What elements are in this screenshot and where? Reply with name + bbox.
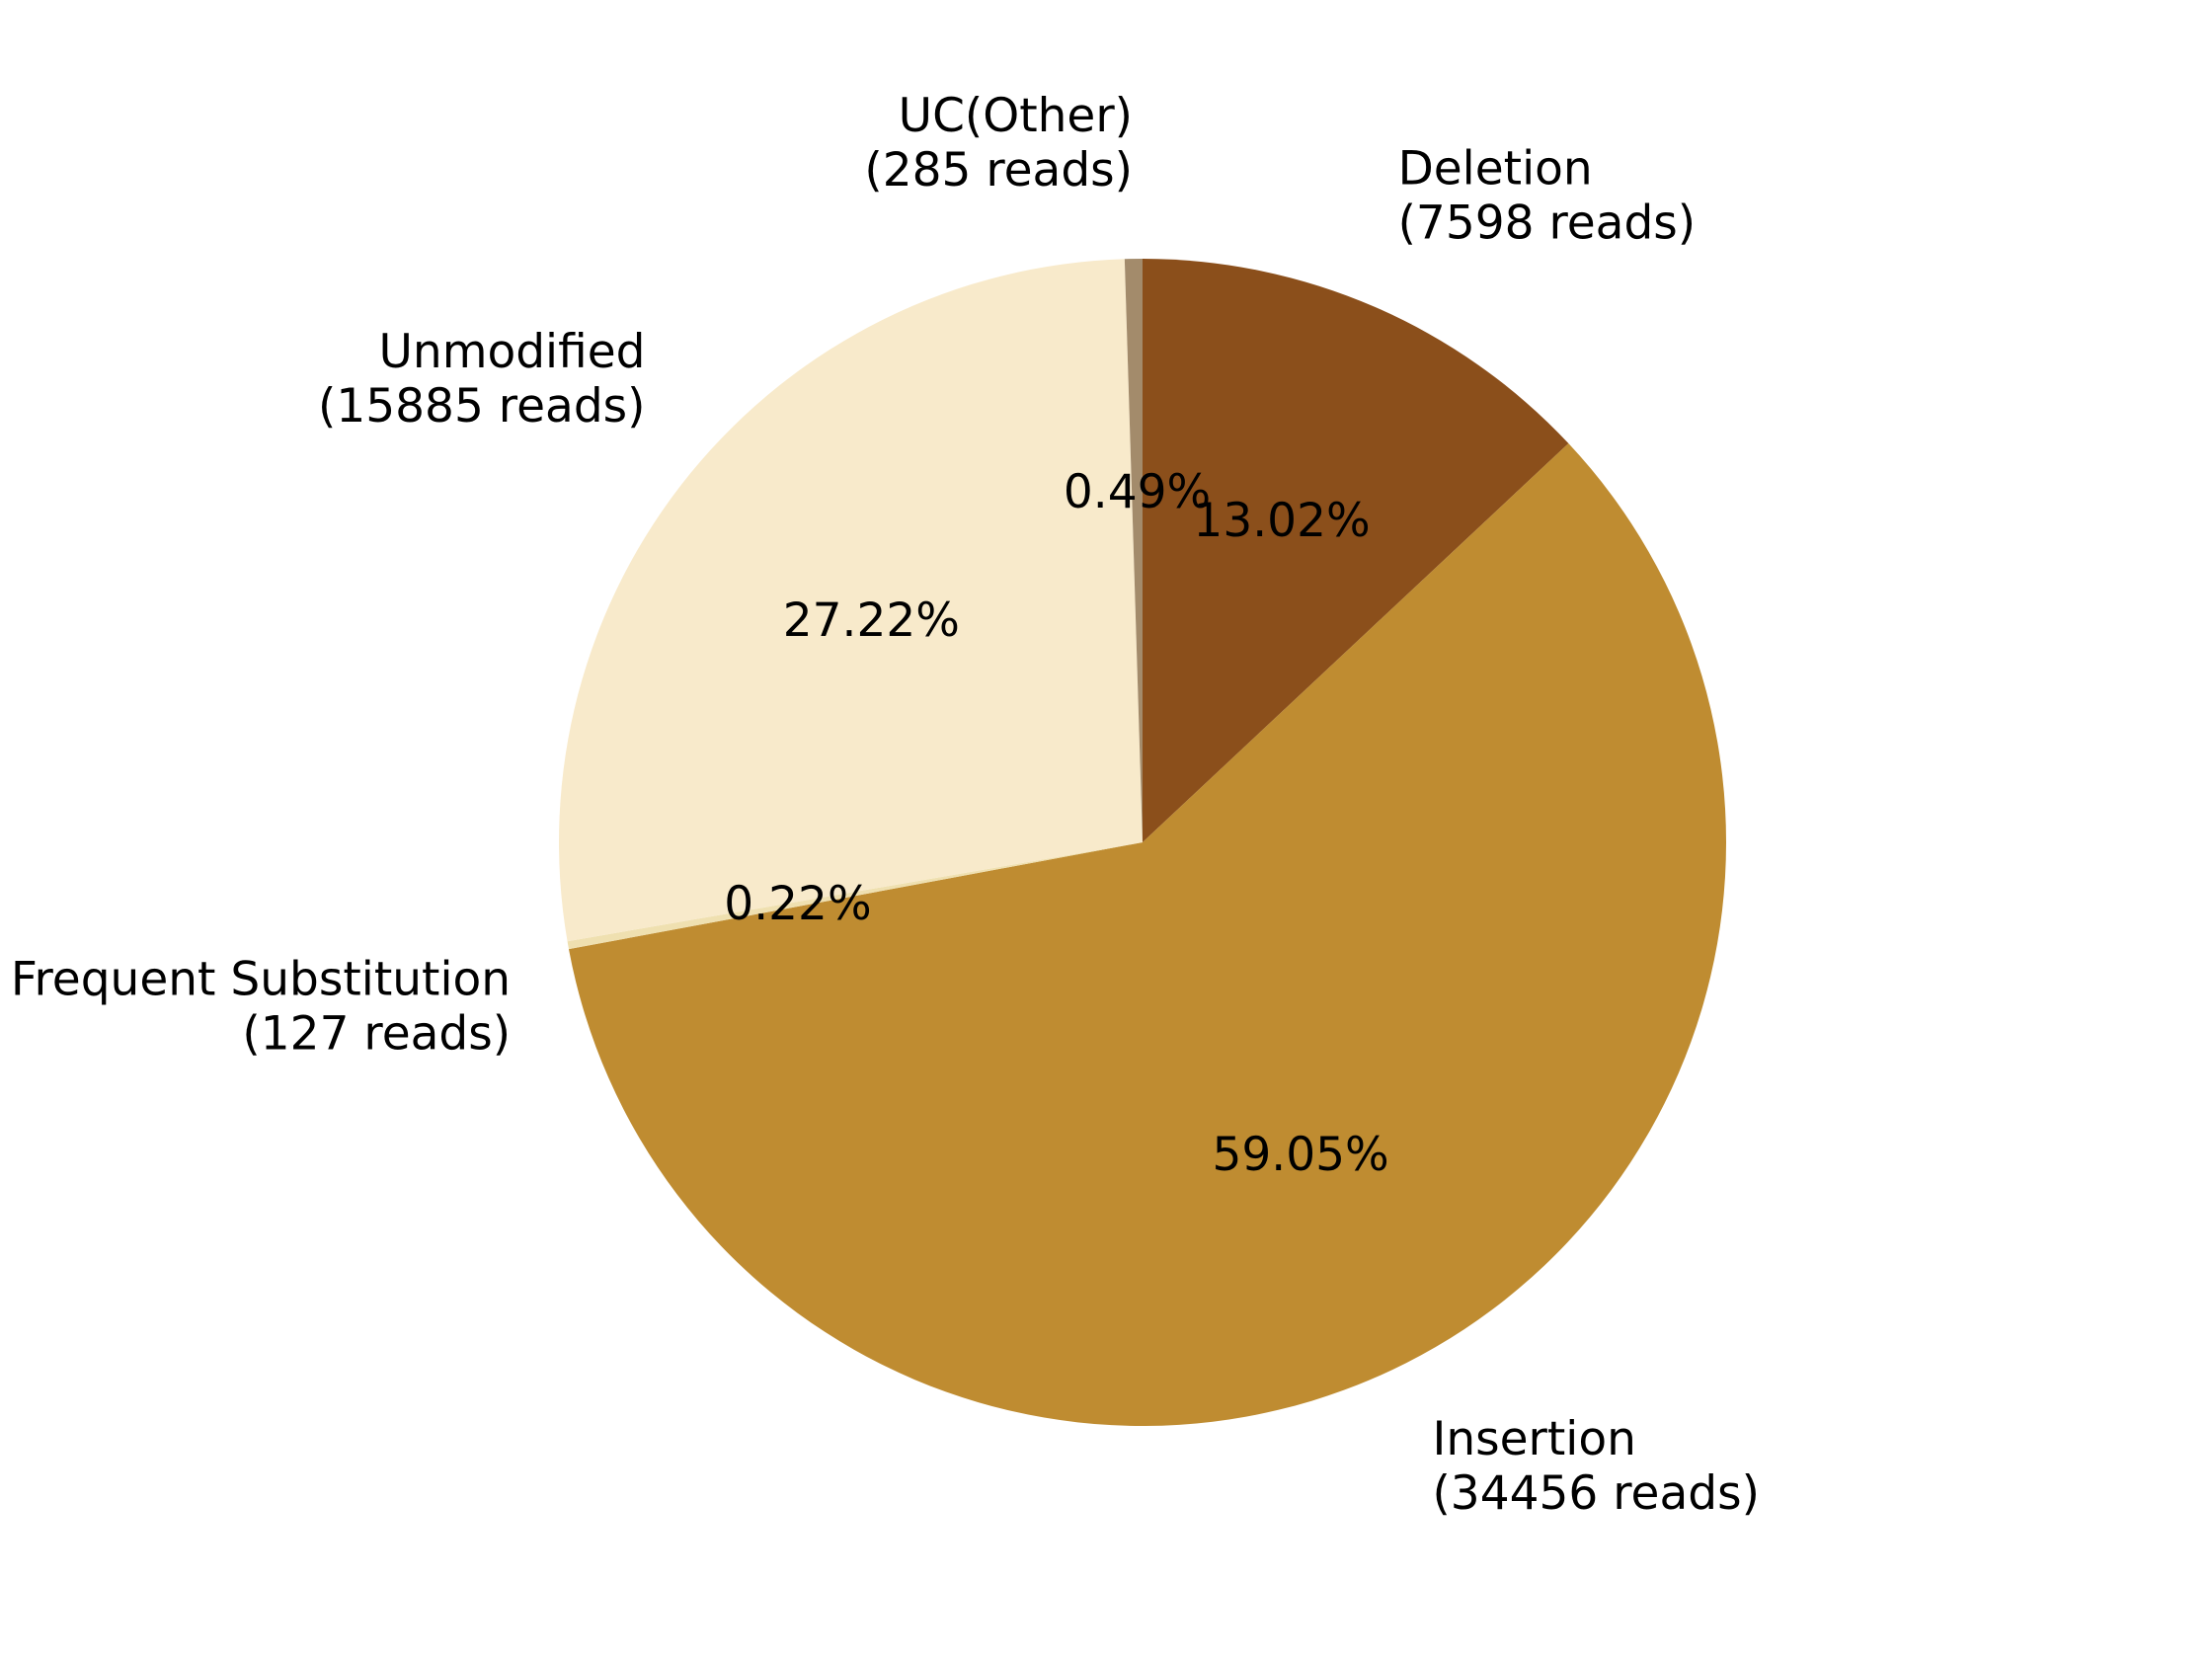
slice-reads-label-deletion: (7598 reads) xyxy=(1398,197,1697,251)
slice-reads-label-unmodified: (15885 reads) xyxy=(318,379,645,434)
percent-label-insertion: 59.05% xyxy=(1212,1128,1388,1182)
pie-slice-uc-other xyxy=(1124,259,1143,842)
slice-name-label-frequent-substitution: Frequent Substitution xyxy=(11,953,511,1007)
percent-label-frequent-substitution: 0.22% xyxy=(724,877,871,931)
slice-reads-label-frequent-substitution: (127 reads) xyxy=(242,1007,511,1062)
pie-slice-deletion xyxy=(1143,259,1569,842)
slice-reads-label-insertion: (34456 reads) xyxy=(1432,1466,1759,1521)
pie-labels: 13.02% Deletion(7598 reads) 59.05% Insertio… xyxy=(11,89,1760,1521)
slice-name-label-deletion: Deletion xyxy=(1398,142,1593,197)
slice-reads-label-uc-other: (285 reads) xyxy=(864,143,1133,198)
percent-label-uc-other: 0.49% xyxy=(1064,465,1211,519)
pie-slice-unmodified xyxy=(559,259,1143,942)
pie-slices xyxy=(559,259,1727,1426)
pie-slice-frequent-substitution xyxy=(567,842,1143,950)
slice-name-label-uc-other: UC(Other) xyxy=(899,89,1133,143)
slice-name-label-unmodified: Unmodified xyxy=(379,325,646,379)
percent-label-deletion: 13.02% xyxy=(1193,494,1370,548)
percent-label-unmodified: 27.22% xyxy=(783,593,960,648)
slice-name-label-insertion: Insertion xyxy=(1432,1412,1635,1466)
pie-slice-insertion xyxy=(568,443,1727,1426)
